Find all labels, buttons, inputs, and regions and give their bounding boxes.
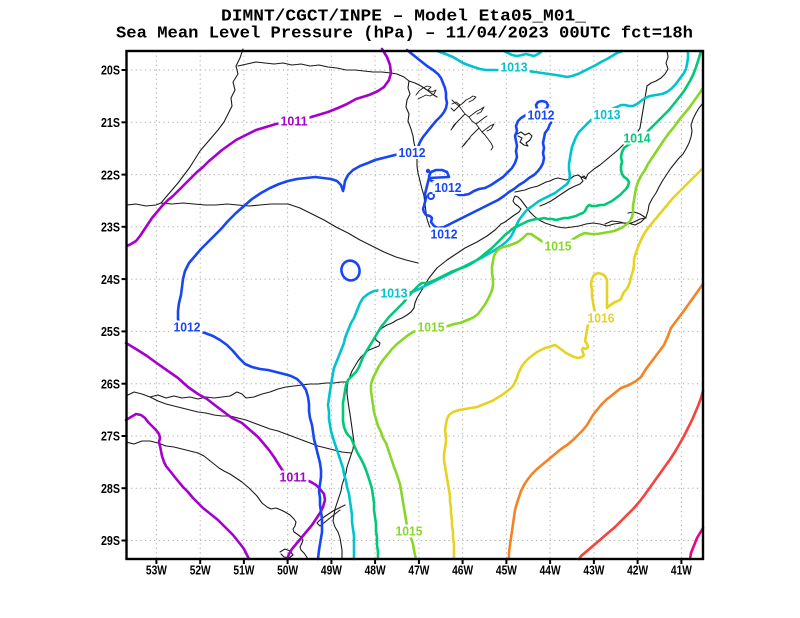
svg-text:46W: 46W [452,563,474,578]
svg-text:1011: 1011 [281,115,308,129]
svg-text:27S: 27S [101,429,120,444]
svg-text:1013: 1013 [594,108,621,122]
svg-text:45W: 45W [496,563,518,578]
svg-text:53W: 53W [146,563,168,578]
svg-text:26S: 26S [101,376,120,391]
svg-text:1015: 1015 [418,321,445,335]
svg-text:23S: 23S [101,220,120,235]
svg-text:24S: 24S [101,272,120,287]
svg-text:1014: 1014 [624,132,651,146]
svg-text:21S: 21S [101,115,120,130]
svg-text:DIMNT/CGCT/INPE – Model Eta05: DIMNT/CGCT/INPE – Model Eta05_M01_ [221,7,586,26]
svg-text:28S: 28S [101,481,120,496]
svg-text:42W: 42W [627,563,649,578]
svg-text:49W: 49W [321,563,343,578]
svg-text:1011: 1011 [280,471,307,485]
svg-text:1012: 1012 [399,146,426,160]
svg-text:22S: 22S [101,167,120,182]
svg-text:50W: 50W [277,563,299,578]
svg-text:51W: 51W [233,563,255,578]
svg-text:1012: 1012 [431,228,458,242]
svg-text:20S: 20S [101,63,120,78]
svg-text:1016: 1016 [588,312,615,326]
svg-text:29S: 29S [101,533,120,548]
svg-text:1012: 1012 [435,181,462,195]
svg-text:47W: 47W [408,563,430,578]
svg-text:1015: 1015 [396,525,423,539]
svg-text:44W: 44W [540,563,562,578]
svg-text:1013: 1013 [381,287,408,301]
svg-text:25S: 25S [101,324,120,339]
svg-text:52W: 52W [190,563,212,578]
svg-text:1013: 1013 [501,61,528,75]
svg-text:48W: 48W [365,563,387,578]
svg-text:1012: 1012 [528,109,555,123]
svg-text:43W: 43W [583,563,605,578]
svg-text:Sea Mean Level Pressure (hPa): Sea Mean Level Pressure (hPa) – 11/04/20… [116,24,693,43]
svg-text:1012: 1012 [174,321,201,335]
svg-text:41W: 41W [671,563,693,578]
svg-text:1015: 1015 [545,240,572,254]
